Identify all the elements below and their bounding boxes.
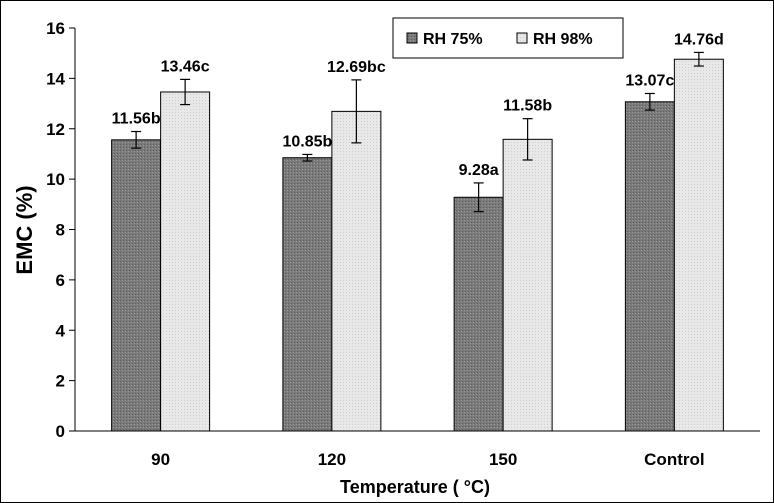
y-tick-label: 8 [56, 221, 65, 240]
y-tick-label: 16 [46, 19, 65, 38]
bar-rh98 [502, 138, 553, 432]
x-tick-label: 150 [489, 450, 517, 469]
bar-rh75 [453, 196, 504, 432]
y-tick-label: 4 [56, 321, 66, 340]
y-tick-label: 2 [56, 372, 65, 391]
y-tick-label: 0 [56, 422, 65, 441]
bars-group [111, 58, 724, 432]
data-label: 12.69bc [327, 59, 386, 76]
bar-rh75 [282, 157, 333, 432]
x-tick-label: 120 [318, 450, 346, 469]
y-axis-title: EMC (%) [12, 185, 37, 274]
bar-rh98 [331, 110, 382, 432]
data-label: 11.56b [112, 111, 161, 128]
data-label: 11.58b [503, 98, 552, 115]
y-tick-label: 12 [46, 120, 65, 139]
x-axis-title: Temperature ( °C) [340, 477, 490, 497]
data-label: 13.46c [161, 58, 210, 75]
legend-label-rh75: RH 75% [423, 31, 483, 48]
y-axis: 0 2 4 6 8 10 12 14 16 [46, 19, 76, 441]
data-label: 9.28a [459, 162, 499, 179]
data-label: 13.07c [625, 72, 674, 89]
error-bars-group [131, 51, 704, 213]
legend-box [392, 17, 624, 59]
bar-rh75 [624, 101, 675, 432]
legend: RH 75% RH 98% [392, 17, 624, 59]
data-label: 14.76d [674, 31, 724, 48]
data-labels-group: 11.56b 13.46c 10.85b 12.69bc 9.28a 11.58b 13.0… [112, 31, 724, 178]
legend-swatch-rh98 [516, 32, 528, 44]
legend-swatch-rh75 [406, 32, 418, 44]
bar-rh98 [160, 91, 211, 432]
y-tick-label: 10 [46, 170, 65, 189]
legend-label-rh98: RH 98% [533, 31, 593, 48]
y-tick-label: 6 [56, 271, 65, 290]
data-label: 10.85b [282, 133, 332, 150]
x-tick-label: 90 [151, 450, 170, 469]
bar-rh98 [673, 58, 724, 432]
bar-rh75 [111, 139, 162, 432]
y-tick-label: 14 [46, 69, 65, 88]
x-tick-label: Control [644, 450, 704, 469]
